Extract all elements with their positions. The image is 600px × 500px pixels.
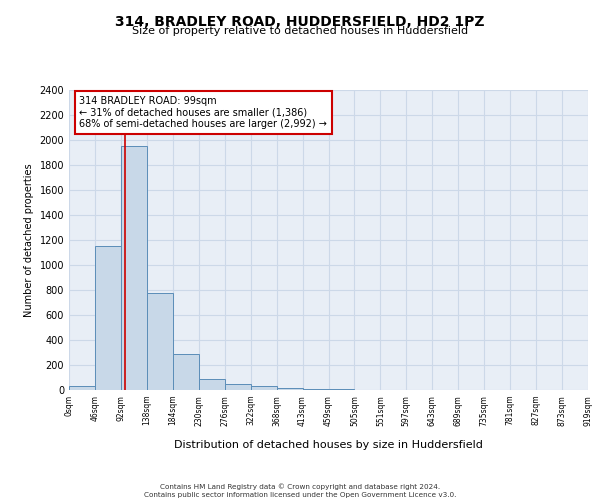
X-axis label: Distribution of detached houses by size in Huddersfield: Distribution of detached houses by size …: [174, 440, 483, 450]
Bar: [302, 389, 329, 390]
Bar: [199, 379, 224, 390]
Text: 314, BRADLEY ROAD, HUDDERSFIELD, HD2 1PZ: 314, BRADLEY ROAD, HUDDERSFIELD, HD2 1PZ: [115, 15, 485, 29]
Bar: [95, 246, 121, 390]
Text: Contains HM Land Registry data © Crown copyright and database right 2024.
Contai: Contains HM Land Registry data © Crown c…: [144, 484, 456, 498]
Bar: [225, 384, 251, 390]
Text: 314 BRADLEY ROAD: 99sqm
← 31% of detached houses are smaller (1,386)
68% of semi: 314 BRADLEY ROAD: 99sqm ← 31% of detache…: [79, 96, 327, 129]
Bar: [251, 386, 277, 390]
Bar: [147, 292, 173, 390]
Bar: [277, 388, 302, 390]
Bar: [173, 354, 199, 390]
Bar: [121, 146, 147, 390]
Y-axis label: Number of detached properties: Number of detached properties: [24, 163, 34, 317]
Text: Size of property relative to detached houses in Huddersfield: Size of property relative to detached ho…: [132, 26, 468, 36]
Bar: [69, 386, 95, 390]
